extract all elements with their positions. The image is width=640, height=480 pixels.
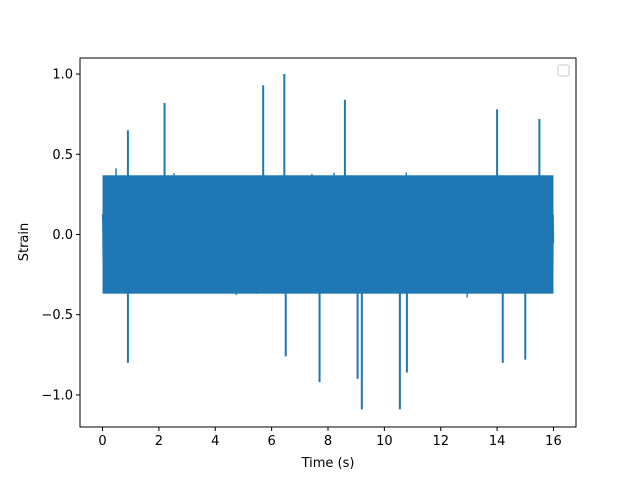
- x-tick-label: 12: [432, 434, 449, 449]
- x-tick-label: 14: [489, 434, 506, 449]
- strain-dense-band: [102, 175, 554, 294]
- plot-series: [101, 74, 555, 410]
- x-tick-label: 4: [211, 434, 219, 449]
- y-tick-label: −0.5: [41, 308, 73, 323]
- x-tick-label: 16: [545, 434, 562, 449]
- y-tick-label: 1.0: [52, 68, 73, 83]
- y-axis-label: Strain: [17, 223, 32, 262]
- x-axis-label: Time (s): [301, 456, 355, 471]
- x-tick-label: 10: [376, 434, 393, 449]
- x-tick-label: 6: [267, 434, 275, 449]
- x-axis-ticks: 0 2 4 6 8 10 12 14 16: [98, 427, 562, 449]
- x-tick-label: 0: [98, 434, 106, 449]
- y-axis-ticks: −1.0 −0.5 0.0 0.5 1.0: [41, 68, 80, 403]
- y-tick-label: 0.5: [52, 148, 73, 163]
- x-tick-label: 2: [155, 434, 163, 449]
- x-tick-label: 8: [324, 434, 332, 449]
- y-tick-label: −1.0: [41, 388, 73, 403]
- legend-box: [557, 64, 570, 77]
- y-tick-label: 0.0: [52, 228, 73, 243]
